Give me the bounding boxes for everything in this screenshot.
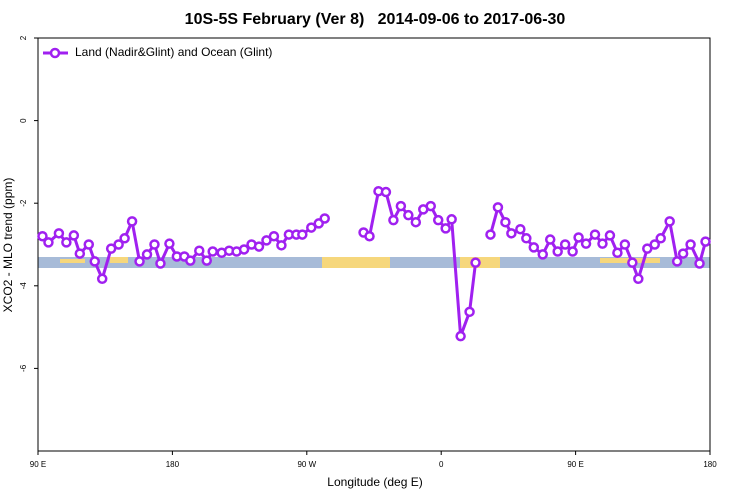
point	[380, 186, 392, 198]
point	[649, 239, 660, 250]
point	[74, 248, 86, 259]
point	[268, 230, 280, 242]
point	[537, 249, 548, 260]
point	[552, 246, 563, 257]
y-axis-label: XCO2 - MLO trend (ppm)	[1, 178, 15, 313]
point	[113, 239, 124, 250]
plot-frame	[37, 37, 711, 452]
point	[96, 273, 108, 285]
point	[506, 228, 517, 239]
x-tick-label: 90 W	[297, 460, 316, 469]
point	[464, 306, 475, 318]
y-tick-label: -4	[19, 282, 28, 290]
x-tick-label: 90 E	[30, 460, 46, 469]
point	[559, 239, 571, 250]
point	[126, 216, 138, 227]
y-tick-label: -6	[19, 364, 28, 372]
point	[410, 216, 422, 228]
point	[492, 202, 504, 213]
point	[37, 230, 48, 242]
point	[694, 258, 705, 269]
point	[105, 243, 117, 254]
point	[89, 256, 100, 267]
point	[500, 216, 511, 228]
point	[238, 244, 250, 255]
point	[589, 229, 601, 240]
x-tick-label: 180	[166, 460, 180, 469]
point	[612, 247, 623, 259]
point	[134, 256, 145, 267]
point	[364, 230, 375, 242]
point	[604, 230, 616, 241]
point	[306, 222, 317, 233]
point	[544, 234, 556, 245]
point	[642, 243, 653, 254]
chart-title: 10S-5S February (Ver 8) 2014-09-06 to 20…	[185, 11, 566, 28]
point	[515, 223, 526, 235]
point	[446, 214, 457, 225]
point	[580, 238, 592, 249]
point	[395, 200, 407, 212]
point	[297, 229, 308, 240]
point	[185, 255, 196, 266]
point	[573, 232, 584, 243]
point	[388, 214, 399, 226]
point	[261, 235, 272, 246]
point	[83, 239, 95, 250]
point	[440, 223, 451, 234]
point	[194, 245, 205, 256]
point	[664, 216, 675, 227]
point	[207, 246, 218, 257]
point	[685, 239, 696, 250]
land-band	[322, 257, 390, 268]
point	[43, 237, 54, 248]
point	[700, 236, 711, 247]
point	[633, 273, 644, 285]
point	[201, 255, 212, 266]
point	[68, 230, 80, 241]
land-band	[110, 257, 128, 263]
point	[141, 249, 153, 260]
point	[627, 257, 638, 268]
legend-marker	[49, 47, 61, 59]
point	[485, 229, 496, 240]
point	[164, 238, 175, 249]
point	[597, 238, 608, 249]
point	[470, 257, 481, 268]
point	[521, 233, 532, 244]
point	[155, 258, 166, 269]
point	[253, 241, 265, 252]
y-tick-label: 0	[19, 118, 28, 123]
y-tick-label: 2	[19, 35, 28, 40]
x-tick-label: 90 E	[567, 460, 583, 469]
point	[455, 330, 466, 342]
land-band	[60, 259, 85, 263]
y-tick-label: -2	[19, 199, 28, 207]
point	[276, 240, 287, 251]
point	[319, 213, 330, 224]
x-axis-label: Longitude (deg E)	[327, 475, 422, 489]
point	[671, 256, 683, 267]
point	[61, 237, 72, 248]
point	[567, 246, 578, 257]
point	[425, 200, 436, 212]
x-tick-label: 180	[703, 460, 717, 469]
point	[677, 248, 689, 259]
point	[53, 228, 65, 239]
point	[528, 242, 540, 253]
x-tick-label: 0	[439, 460, 444, 469]
point	[655, 233, 666, 244]
point	[403, 209, 414, 221]
point	[149, 239, 160, 250]
point	[432, 214, 444, 226]
point	[619, 239, 631, 250]
point	[119, 233, 130, 244]
legend-label: Land (Nadir&Glint) and Ocean (Glint)	[75, 45, 272, 59]
